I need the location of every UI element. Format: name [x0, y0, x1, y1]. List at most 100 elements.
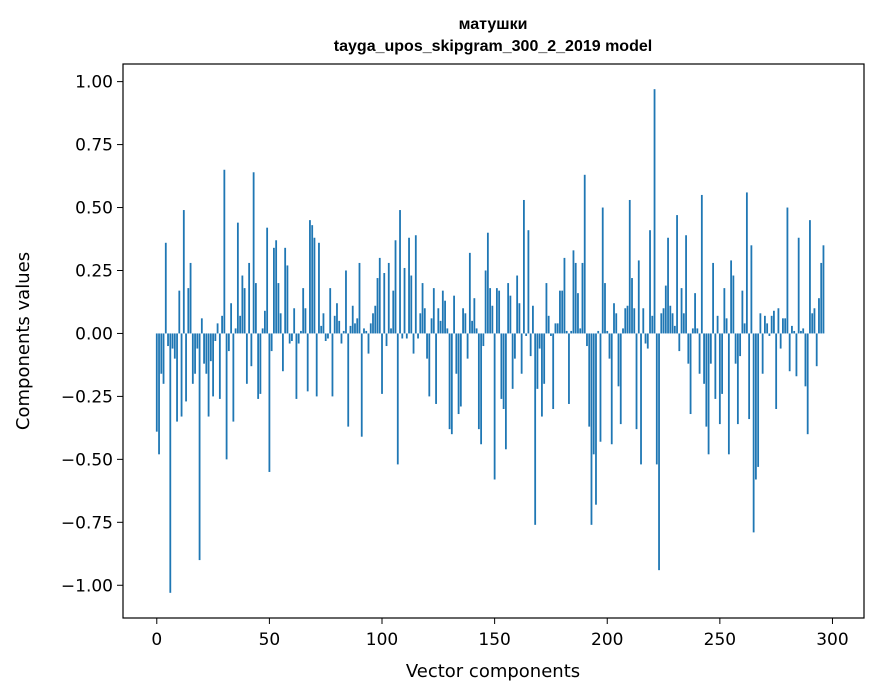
bar — [818, 298, 820, 334]
bar — [390, 328, 392, 334]
bar — [723, 288, 726, 334]
bar — [721, 333, 724, 394]
bar — [169, 333, 172, 593]
bar — [300, 330, 302, 334]
bar — [655, 333, 658, 465]
bar — [707, 333, 710, 455]
bar — [468, 252, 471, 334]
bar — [455, 333, 458, 374]
bar — [227, 333, 230, 352]
bar — [155, 333, 158, 432]
bar — [304, 308, 307, 334]
bar — [631, 278, 633, 334]
bar — [234, 328, 237, 334]
bar — [592, 333, 595, 455]
bar — [509, 295, 512, 334]
bar — [813, 308, 816, 334]
bar — [768, 333, 771, 336]
bar — [606, 330, 609, 334]
bar — [401, 333, 404, 339]
bar — [574, 262, 577, 334]
bar — [338, 320, 341, 334]
bar — [322, 313, 325, 334]
bar — [209, 333, 212, 362]
bar — [493, 333, 496, 480]
bar — [687, 333, 690, 364]
y-tick-label: −1.00 — [61, 576, 113, 596]
bar — [239, 315, 242, 334]
bar — [403, 267, 406, 334]
bar — [662, 308, 665, 334]
bar — [327, 333, 329, 339]
bar — [376, 278, 379, 334]
bar — [178, 290, 181, 334]
bar — [473, 298, 476, 334]
bar — [682, 313, 685, 334]
y-tick-label: 0.25 — [75, 261, 113, 281]
bar — [754, 333, 757, 480]
bar — [716, 315, 719, 334]
bar — [504, 333, 507, 450]
bar — [441, 290, 444, 334]
bar — [309, 220, 311, 334]
bar — [216, 323, 219, 334]
bar — [608, 333, 611, 359]
bar — [732, 275, 735, 334]
bar — [669, 305, 672, 334]
y-tick-label: −0.25 — [61, 387, 113, 407]
bar — [495, 288, 498, 334]
bar — [678, 333, 681, 352]
bar — [797, 237, 800, 334]
bar — [759, 313, 762, 334]
bar — [345, 270, 347, 334]
bar — [583, 174, 586, 334]
bar — [579, 328, 582, 334]
x-tick-label: 0 — [151, 630, 162, 650]
bar — [176, 333, 178, 422]
bar — [705, 333, 708, 427]
bars-group — [155, 89, 825, 593]
bar — [541, 333, 543, 417]
bar — [599, 333, 602, 442]
bar — [615, 313, 618, 334]
bar — [617, 333, 620, 387]
bar — [462, 308, 464, 334]
y-axis-ticks: 1.00 0.75 0.50 0.25 0.00 −0.25 −0.50 −0.75 −1.00 — [61, 73, 123, 596]
plot-frame — [122, 63, 865, 619]
bar — [320, 325, 323, 334]
bar — [340, 333, 343, 344]
bar — [273, 247, 275, 334]
bar — [185, 333, 187, 402]
bar — [387, 262, 390, 334]
x-axis-ticks: 0 50 100 150 200 250 300 — [151, 618, 849, 650]
bar — [552, 333, 555, 409]
bar — [745, 192, 748, 334]
bar — [182, 210, 185, 334]
bar — [293, 308, 296, 334]
bar — [437, 308, 440, 334]
bar — [532, 305, 534, 334]
bar — [435, 333, 437, 404]
x-tick-label: 200 — [591, 630, 623, 650]
bar — [525, 333, 528, 336]
bar — [752, 333, 755, 533]
bar — [295, 333, 298, 399]
bar — [703, 333, 705, 384]
bar — [536, 333, 539, 389]
bar — [556, 323, 559, 334]
bar — [306, 333, 309, 392]
bar — [259, 333, 262, 394]
bar — [448, 333, 451, 430]
bar — [383, 273, 386, 334]
bar — [743, 323, 746, 334]
bar — [570, 330, 573, 334]
bar — [430, 318, 433, 334]
x-tick-label: 50 — [259, 630, 281, 650]
bar — [550, 333, 552, 336]
bar — [205, 333, 208, 374]
y-tick-label: 0.75 — [75, 136, 113, 156]
bar — [761, 333, 764, 374]
bar — [444, 300, 446, 334]
bar — [572, 250, 575, 334]
bar — [581, 262, 584, 334]
